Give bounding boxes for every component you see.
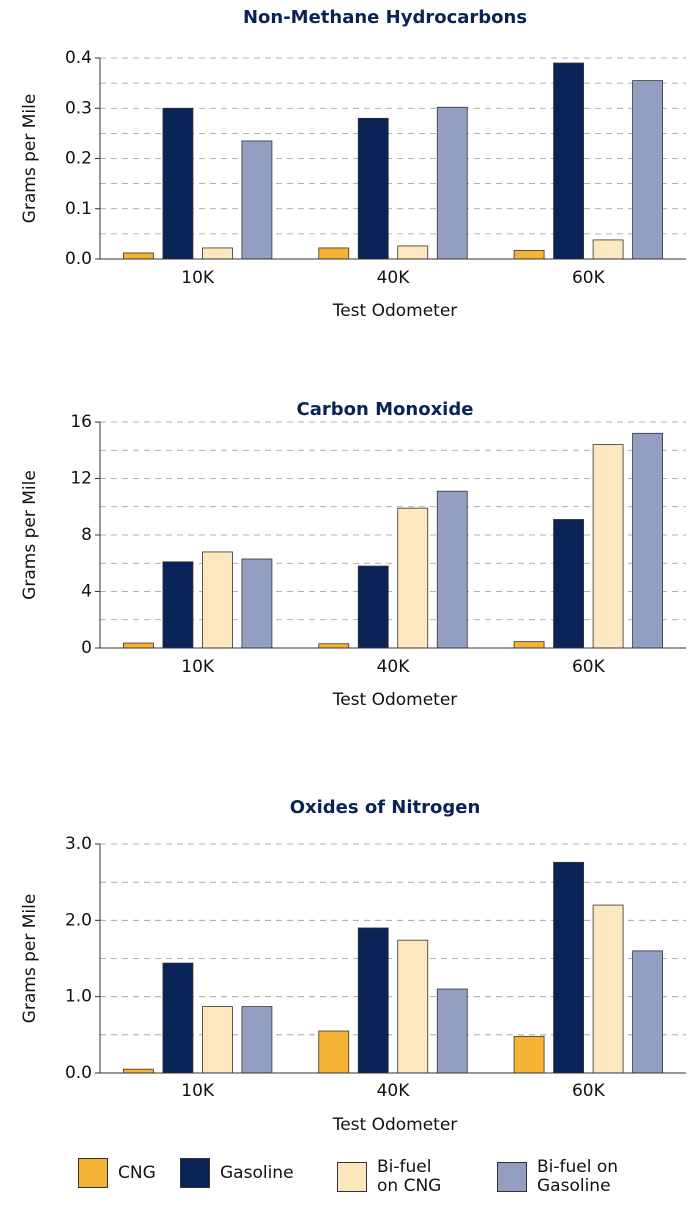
bar (202, 1006, 233, 1074)
y-axis-label: Grams per Mile (20, 94, 40, 224)
bar (513, 250, 545, 260)
x-tick-label: 40K (377, 1081, 411, 1101)
chart-title: Oxides of Nitrogen (290, 797, 481, 818)
y-axis-label: Grams per Mile (20, 470, 40, 600)
legend-label: Gasoline (220, 1162, 294, 1183)
bar (123, 252, 154, 260)
legend-item: Gasoline (180, 1158, 294, 1188)
legend: CNG Gasoline Bi-fuel on CNG Bi-fuel on Gaso… (0, 1142, 700, 1212)
legend-item: Bi-fuel on Gasoline (497, 1158, 657, 1196)
legend-swatch (497, 1162, 527, 1192)
bar (202, 247, 233, 260)
y-tick-label: 16 (70, 412, 92, 432)
bar (592, 239, 624, 260)
bar (162, 107, 194, 260)
bar (436, 988, 468, 1074)
bar (241, 558, 273, 649)
x-tick-label: 40K (377, 268, 411, 288)
bar (632, 950, 663, 1074)
chart-title: Carbon Monoxide (297, 399, 474, 420)
legend-label: Bi-fuel on CNG (377, 1157, 442, 1196)
bar (553, 62, 584, 260)
bar (357, 927, 389, 1074)
x-axis-label: Test Odometer (332, 301, 458, 321)
bar (436, 106, 468, 260)
bar (241, 140, 273, 260)
y-tick-label: 3.0 (65, 834, 92, 854)
y-tick-label: 12 (70, 469, 92, 489)
legend-label: CNG (118, 1162, 156, 1183)
legend-swatch (180, 1158, 210, 1188)
bar (162, 962, 194, 1074)
y-tick-label: 0.2 (65, 149, 92, 169)
x-tick-label: 60K (572, 1081, 606, 1101)
y-tick-label: 4 (81, 582, 92, 602)
legend-swatch (78, 1158, 108, 1188)
bar (632, 432, 663, 649)
bar (513, 1035, 545, 1074)
bar (162, 561, 194, 649)
x-tick-label: 60K (572, 268, 606, 288)
y-tick-label: 0.0 (65, 249, 92, 269)
legend-swatch (337, 1162, 367, 1192)
x-axis-label: Test Odometer (332, 690, 458, 710)
bar (202, 551, 233, 649)
y-tick-label: 0.3 (65, 98, 92, 118)
chart-title: Non-Methane Hydrocarbons (243, 7, 527, 28)
bar (318, 643, 350, 649)
bar (553, 861, 584, 1074)
bar (553, 519, 584, 649)
y-tick-label: 0.4 (65, 48, 92, 68)
legend-label: Bi-fuel on Gasoline (537, 1157, 619, 1196)
bar (513, 641, 545, 649)
y-tick-label: 0.1 (65, 199, 92, 219)
y-tick-label: 8 (81, 525, 92, 545)
bar (318, 1030, 350, 1074)
bar (318, 247, 350, 260)
bar (397, 245, 429, 260)
charts: Non-Methane Hydrocarbons Grams per Mile Te… (20, 7, 686, 1135)
x-tick-label: 10K (181, 657, 215, 677)
y-tick-label: 1.0 (65, 987, 92, 1007)
bar (397, 507, 429, 649)
y-tick-label: 2.0 (65, 910, 92, 930)
bar (357, 117, 389, 260)
x-tick-label: 40K (377, 657, 411, 677)
bar (397, 939, 429, 1074)
bar (241, 1006, 273, 1074)
y-tick-label: 0 (81, 638, 92, 658)
bar (632, 80, 663, 260)
bar (123, 1068, 154, 1074)
bar (123, 642, 154, 649)
x-tick-label: 60K (572, 657, 606, 677)
x-tick-label: 10K (181, 268, 215, 288)
legend-item: Bi-fuel on CNG (337, 1158, 452, 1196)
y-tick-label: 0.0 (65, 1063, 92, 1083)
bar (592, 444, 624, 649)
bar (592, 904, 624, 1074)
x-tick-label: 10K (181, 1081, 215, 1101)
legend-item: CNG (78, 1158, 156, 1188)
x-axis-label: Test Odometer (332, 1115, 458, 1135)
y-axis-label: Grams per Mile (20, 894, 40, 1024)
bar (436, 490, 468, 649)
bar (357, 565, 389, 649)
